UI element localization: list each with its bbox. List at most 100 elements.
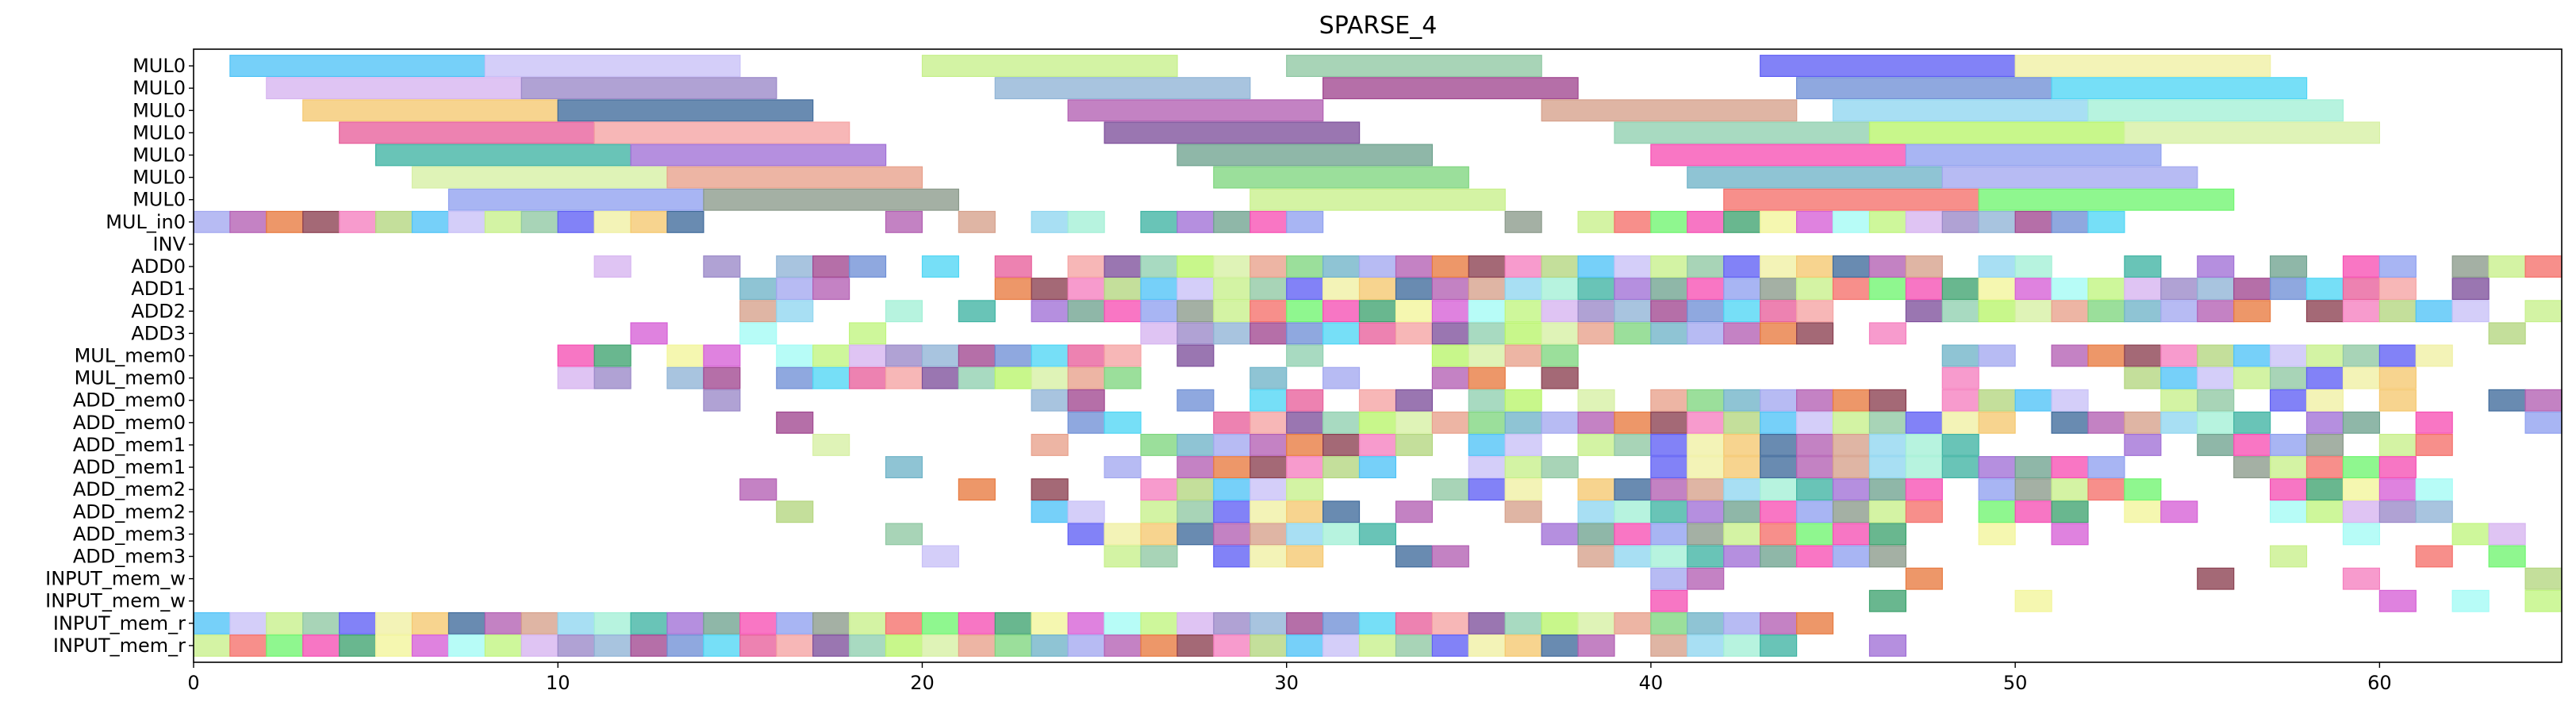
gantt-bar — [1723, 433, 1761, 456]
gantt-bar — [1250, 389, 1288, 412]
y-tick-label: MUL_mem0 — [75, 345, 186, 367]
gantt-bar — [776, 366, 814, 389]
gantt-bar — [2124, 344, 2162, 367]
gantt-bar — [1650, 433, 1688, 456]
gantt-bar — [266, 77, 522, 100]
gantt-bar — [2160, 411, 2198, 434]
gantt-bar — [1250, 210, 1288, 233]
gantt-bar — [1358, 433, 1397, 456]
gantt-bar — [1650, 255, 1688, 278]
gantt-bar — [1541, 366, 1579, 389]
gantt-bar — [666, 634, 704, 657]
gantt-bar — [739, 300, 777, 323]
gantt-bar — [1577, 210, 1615, 233]
gantt-bar — [1395, 278, 1434, 301]
y-tick-label: MUL0 — [132, 77, 186, 99]
gantt-bar — [1832, 210, 1871, 233]
gantt-bar — [1941, 300, 1979, 323]
gantt-bar — [375, 612, 413, 635]
gantt-bar — [1796, 612, 1834, 635]
gantt-bar — [1031, 433, 1069, 456]
y-tick-label: MUL0 — [132, 121, 186, 144]
gantt-bar — [1286, 500, 1324, 523]
gantt-bar — [1868, 433, 1907, 456]
gantt-bar — [1177, 456, 1215, 479]
gantt-bar — [1395, 500, 1434, 523]
gantt-bar — [2451, 523, 2490, 546]
gantt-bar — [1832, 99, 2089, 122]
gantt-bar — [1031, 612, 1069, 635]
gantt-bar — [1868, 210, 1907, 233]
gantt-bar — [1468, 344, 1506, 367]
gantt-bar — [1358, 322, 1397, 345]
gantt-bar — [1177, 255, 1215, 278]
plot-frame — [193, 48, 2563, 663]
gantt-bar — [1614, 255, 1652, 278]
gantt-bar — [557, 99, 814, 122]
gantt-bar — [1504, 389, 1542, 412]
gantt-bar — [2378, 433, 2417, 456]
gantt-bar — [776, 634, 814, 657]
gantt-bar — [1067, 612, 1105, 635]
gantt-bar — [1687, 411, 1725, 434]
gantt-bar — [1687, 300, 1725, 323]
gantt-bar — [1941, 456, 1979, 479]
gantt-bar — [1723, 322, 1761, 345]
gantt-bar — [2342, 344, 2381, 367]
gantt-bar — [339, 612, 377, 635]
gantt-bar — [1978, 500, 2016, 523]
gantt-bar — [1286, 411, 1324, 434]
gantt-bar — [1760, 634, 1798, 657]
gantt-bar — [2270, 433, 2308, 456]
gantt-bar — [1104, 300, 1142, 323]
gantt-bar — [557, 210, 595, 233]
gantt-bar — [2087, 411, 2125, 434]
gantt-bar — [666, 366, 704, 389]
gantt-bar — [2051, 523, 2089, 546]
y-tick-label: MUL_mem0 — [75, 367, 186, 389]
gantt-bar — [2305, 344, 2344, 367]
gantt-bar — [2051, 456, 2089, 479]
gantt-bar — [1286, 612, 1324, 635]
gantt-bar — [1541, 255, 1579, 278]
gantt-bar — [1577, 523, 1615, 546]
gantt-bar — [1431, 612, 1469, 635]
gantt-bar — [1905, 478, 1943, 501]
gantt-bar — [1104, 634, 1142, 657]
gantt-bar — [1395, 300, 1434, 323]
gantt-bar — [1614, 121, 1871, 144]
y-tick-label: ADD_mem1 — [73, 456, 186, 478]
gantt-bar — [1796, 300, 1834, 323]
gantt-bar — [2524, 255, 2563, 278]
gantt-bar — [1796, 322, 1834, 345]
gantt-bar — [1395, 389, 1434, 412]
gantt-bar — [1577, 500, 1615, 523]
gantt-bar — [1905, 411, 1943, 434]
gantt-bar — [1650, 144, 1906, 167]
gantt-bar — [2451, 300, 2490, 323]
gantt-bar — [1213, 545, 1251, 568]
gantt-bar — [1322, 255, 1361, 278]
gantt-bar — [2488, 322, 2526, 345]
gantt-bar — [1760, 210, 1798, 233]
gantt-bar — [1868, 523, 1907, 546]
gantt-bar — [848, 612, 887, 635]
gantt-bar — [1541, 523, 1579, 546]
gantt-bar — [2342, 411, 2381, 434]
gantt-bar — [1468, 389, 1506, 412]
gantt-bar — [2051, 500, 2089, 523]
gantt-bar — [1577, 322, 1615, 345]
gantt-bar — [1577, 433, 1615, 456]
gantt-bar — [1832, 478, 1871, 501]
gantt-bar — [266, 612, 304, 635]
gantt-bar — [302, 634, 340, 657]
gantt-bar — [1177, 389, 1215, 412]
gantt-bar — [1250, 366, 1288, 389]
gantt-bar — [1978, 188, 2235, 211]
y-tick-label: MUL0 — [132, 144, 186, 167]
gantt-bar — [2378, 344, 2417, 367]
gantt-bar — [2160, 389, 2198, 412]
y-tick-label: INPUT_mem_r — [53, 635, 186, 657]
gantt-bar — [630, 322, 668, 345]
gantt-bar — [484, 55, 741, 77]
